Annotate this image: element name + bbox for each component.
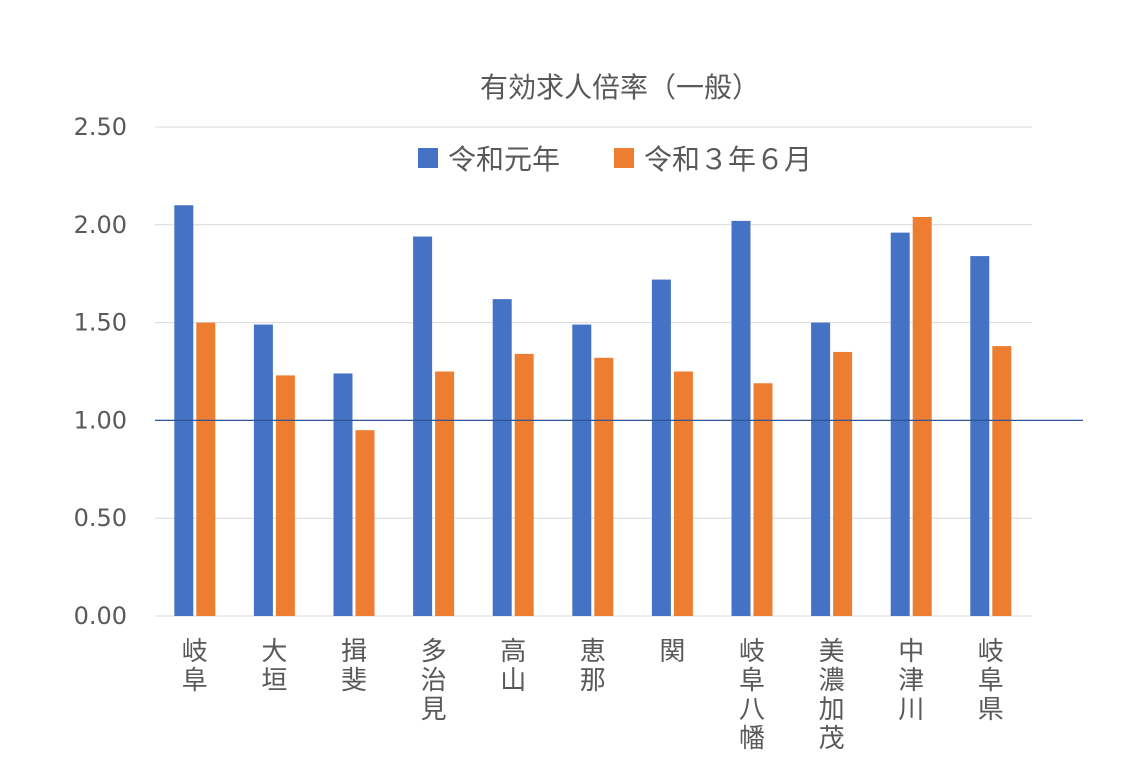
bar-series2 <box>992 346 1012 616</box>
bar-series2 <box>753 383 773 616</box>
bar-series1 <box>174 205 194 617</box>
legend: 令和元年 令和３年６月 <box>418 143 812 176</box>
x-category-label: 岐阜 <box>182 637 208 696</box>
y-tick-label: 1.50 <box>74 309 127 337</box>
x-category-label: 高山 <box>500 637 526 696</box>
x-category-label: 中津川 <box>898 637 924 725</box>
bar-series2 <box>435 371 455 616</box>
x-category-label: 岐阜八幡 <box>739 637 765 754</box>
chart-title: 有効求人倍率（一般） <box>480 71 760 104</box>
bar-series2 <box>275 375 295 616</box>
bar-series1 <box>651 279 671 616</box>
x-category-label: 岐阜県 <box>978 637 1004 725</box>
bar-series1 <box>572 324 592 616</box>
legend-label: 令和３年６月 <box>644 143 812 176</box>
bars <box>174 205 1012 617</box>
x-category-label: 関 <box>659 637 685 667</box>
bar-series2 <box>594 357 614 616</box>
y-tick-label: 1.00 <box>74 406 127 434</box>
x-category-label: 美濃加茂 <box>819 637 845 754</box>
bar-series2 <box>355 430 375 616</box>
bar-series2 <box>514 353 534 616</box>
bar-series1 <box>253 324 273 616</box>
x-category-label: 恵那 <box>580 637 606 696</box>
x-category-label: 揖斐 <box>341 637 367 696</box>
y-tick-label: 2.50 <box>74 113 127 141</box>
bar-series2 <box>196 322 216 616</box>
y-axis-ticks: 0.00 0.50 1.00 1.50 2.00 2.50 <box>74 113 127 630</box>
bar-series1 <box>413 236 433 616</box>
legend-swatch <box>614 148 634 168</box>
y-tick-label: 2.00 <box>74 211 127 239</box>
y-tick-label: 0.50 <box>74 504 127 532</box>
legend-swatch <box>418 148 438 168</box>
x-category-label: 多治見 <box>421 637 447 725</box>
bar-series2 <box>833 351 853 616</box>
bar-series1 <box>731 220 751 616</box>
bar-series1 <box>970 256 990 616</box>
legend-label: 令和元年 <box>448 143 560 176</box>
bar-series1 <box>811 322 831 616</box>
bar-series2 <box>673 371 693 616</box>
bar-series1 <box>333 373 353 616</box>
x-category-label: 大垣 <box>261 637 287 696</box>
bar-series1 <box>492 299 512 616</box>
y-tick-label: 0.00 <box>74 602 127 630</box>
bar-series2 <box>912 216 932 616</box>
bar-series1 <box>890 232 910 616</box>
